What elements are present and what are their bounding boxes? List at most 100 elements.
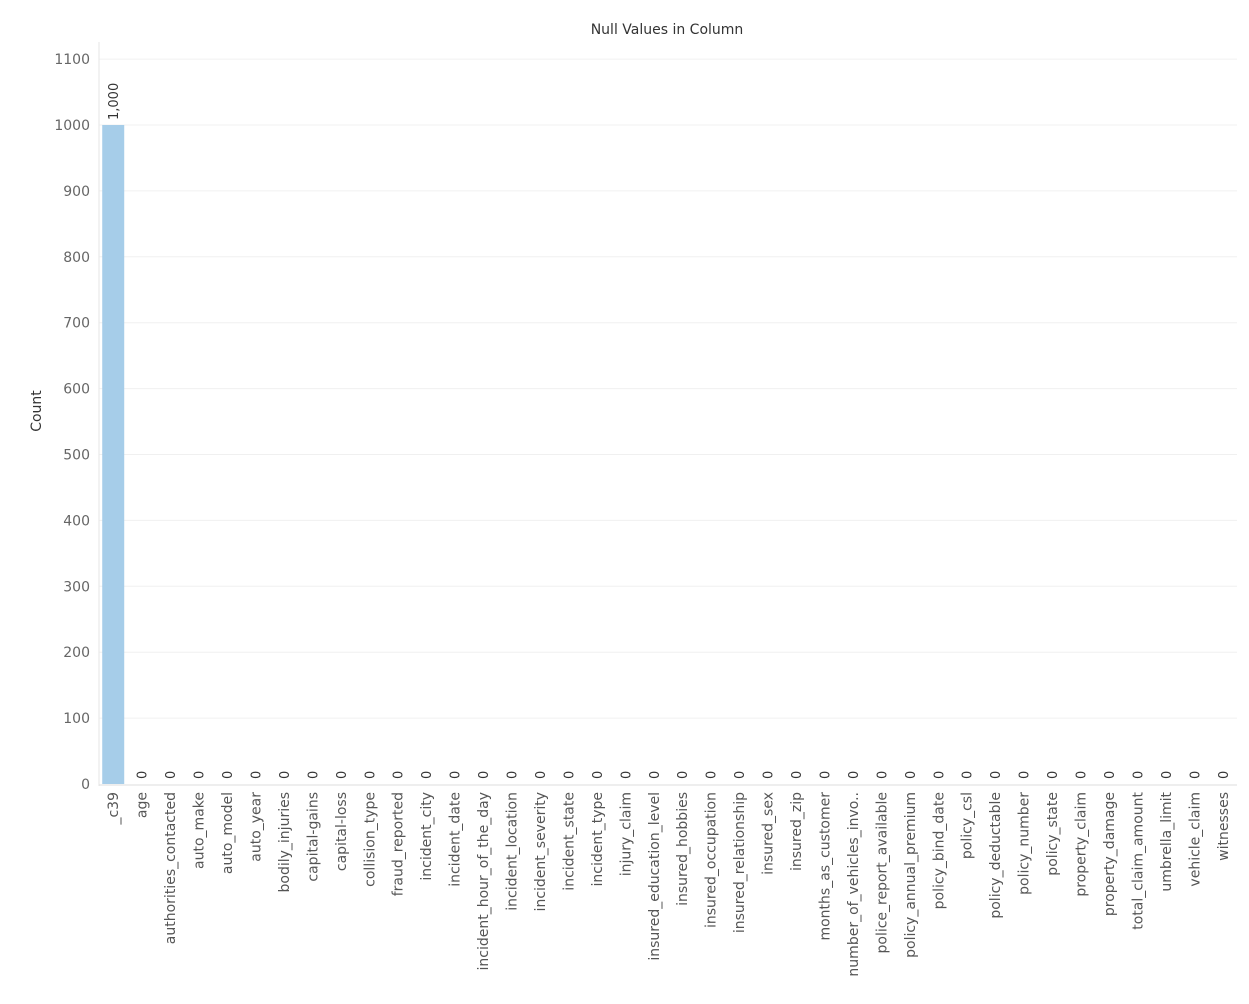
data-label: 0 [932, 771, 947, 779]
y-tick-label: 100 [63, 711, 90, 727]
x-tick-label: policy_state [1045, 792, 1061, 876]
data-label: 0 [705, 771, 720, 779]
data-label: 0 [1018, 771, 1033, 779]
data-label: 0 [733, 771, 748, 779]
x-tick-label: witnesses [1216, 792, 1232, 861]
data-label: 0 [818, 771, 833, 779]
data-label: 0 [1188, 771, 1203, 779]
gridlines [99, 58, 1237, 719]
x-tick-label: injury_claim [618, 792, 634, 876]
x-tick-label: months_as_customer [817, 792, 833, 941]
data-labels: 1,000 0 0 0 0 0 0 0 0 0 0 0 0 0 0 0 0 0 0 0 0 0 0 0 0 0 0 0 0 0 0 0 0 0 0 0… [107, 83, 1232, 779]
data-label: 0 [306, 771, 321, 779]
x-tick-label: bodily_injuries [277, 792, 293, 892]
data-label: 0 [278, 771, 293, 779]
x-tick-label: policy_number [1017, 792, 1033, 895]
x-tick-label: insured_relationship [732, 792, 748, 933]
data-label: 0 [136, 771, 151, 779]
data-label: 0 [449, 771, 464, 779]
x-tick-label: _c39 [106, 792, 122, 826]
data-label: 0 [477, 771, 492, 779]
y-tick-label: 600 [63, 382, 90, 398]
data-label: 0 [904, 771, 919, 779]
y-axis-label: Count [29, 390, 45, 432]
x-tick-label: police_report_available [874, 792, 890, 954]
x-tick-label: insured_zip [789, 792, 805, 871]
data-label: 0 [1131, 771, 1146, 779]
x-tick-label: vehicle_claim [1187, 792, 1203, 887]
x-tick-label: collision_type [362, 792, 378, 887]
data-label: 0 [1046, 771, 1061, 779]
chart-title: Null Values in Column [591, 22, 744, 38]
x-tick-label: incident_severity [533, 792, 549, 911]
data-label: 0 [363, 771, 378, 779]
x-tick-label: umbrella_limit [1159, 792, 1175, 892]
data-label: 0 [961, 771, 976, 779]
x-tick-label: incident_state [561, 792, 577, 891]
x-tick-label: policy_deductable [988, 792, 1004, 919]
bars [102, 125, 125, 784]
y-tick-label: 1000 [54, 118, 90, 134]
data-label: 0 [506, 771, 521, 779]
x-tick-label: capital-gains [305, 792, 321, 882]
data-label: 0 [648, 771, 663, 779]
data-label: 0 [619, 771, 634, 779]
y-axis-ticks: 0 100 200 300 400 500 600 700 800 900 1000 1100 [54, 52, 90, 793]
x-tick-label: auto_make [192, 792, 208, 869]
x-tick-label: fraud_reported [391, 792, 407, 896]
x-axis-ticks: _c39 age authorities_contacted auto_make aut… [106, 792, 1232, 977]
data-label: 0 [221, 771, 236, 779]
y-tick-label: 900 [63, 184, 90, 200]
x-tick-label: incident_city [419, 792, 435, 881]
x-tick-label: insured_hobbies [675, 792, 691, 906]
x-tick-label: property_damage [1102, 792, 1118, 916]
x-tick-label: incident_date [448, 792, 464, 887]
x-tick-label: total_claim_amount [1130, 792, 1146, 930]
data-label: 0 [847, 771, 862, 779]
data-label: 1,000 [107, 83, 122, 120]
x-tick-label: number_of_vehicles_invo.. [846, 792, 862, 977]
x-tick-label: insured_occupation [704, 792, 720, 928]
y-tick-label: 1100 [54, 52, 90, 68]
x-tick-label: property_claim [1074, 792, 1090, 897]
y-tick-label: 700 [63, 316, 90, 332]
data-label: 0 [1075, 771, 1090, 779]
y-tick-label: 300 [63, 579, 90, 595]
x-tick-label: age [135, 792, 151, 818]
data-label: 0 [335, 771, 350, 779]
y-tick-label: 400 [63, 513, 90, 529]
x-tick-label: authorities_contacted [163, 792, 179, 944]
data-label: 0 [1103, 771, 1118, 779]
bar [102, 125, 125, 784]
data-label: 0 [164, 771, 179, 779]
x-tick-label: insured_education_level [647, 792, 663, 961]
data-label: 0 [676, 771, 691, 779]
x-tick-label: incident_hour_of_the_day [476, 792, 492, 971]
data-label: 0 [762, 771, 777, 779]
x-tick-label: policy_csl [960, 792, 976, 859]
y-tick-label: 0 [81, 777, 90, 793]
x-tick-label: policy_bind_date [931, 792, 947, 909]
data-label: 0 [193, 771, 208, 779]
x-tick-label: auto_model [220, 792, 236, 874]
data-label: 0 [989, 771, 1004, 779]
data-label: 0 [1160, 771, 1175, 779]
y-tick-label: 200 [63, 645, 90, 661]
data-label: 0 [790, 771, 805, 779]
data-label: 0 [420, 771, 435, 779]
y-tick-label: 800 [63, 250, 90, 266]
data-label: 0 [591, 771, 606, 779]
x-tick-label: insured_sex [761, 792, 777, 875]
y-tick-label: 500 [63, 448, 90, 464]
x-tick-label: incident_type [590, 792, 606, 887]
data-label: 0 [875, 771, 890, 779]
data-label: 0 [534, 771, 549, 779]
x-tick-label: capital-loss [334, 792, 350, 871]
data-label: 0 [562, 771, 577, 779]
data-label: 0 [392, 771, 407, 779]
x-tick-label: auto_year [248, 792, 264, 862]
data-label: 0 [249, 771, 264, 779]
x-tick-label: incident_location [505, 792, 521, 911]
